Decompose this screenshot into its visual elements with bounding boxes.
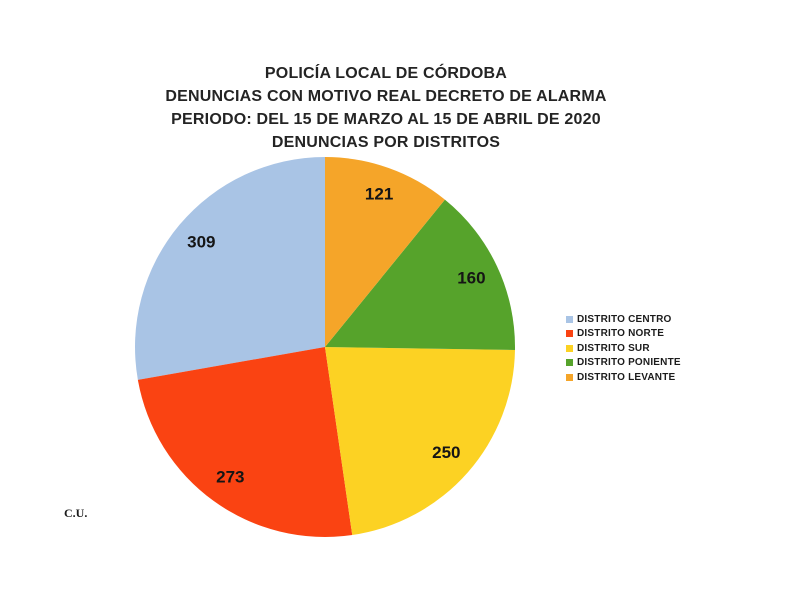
footer-note: C.U.: [64, 506, 88, 520]
legend-label: DISTRITO SUR: [577, 342, 650, 354]
legend-swatch-icon: [566, 373, 573, 381]
legend-swatch-icon: [566, 315, 573, 323]
chart-title-line-1: POLICÍA LOCAL DE CÓRDOBA: [264, 65, 508, 82]
pie-slice-3: [325, 347, 515, 536]
legend-item-4: DISTRITO PONIENTE: [566, 356, 681, 371]
legend-item-5: DISTRITO LEVANTE: [566, 370, 681, 385]
chart-title-line-4: DENUNCIAS POR DISTRITOS: [271, 134, 501, 151]
slice-value-label: 309: [187, 233, 215, 252]
legend-item-1: DISTRITO CENTRO: [566, 312, 681, 327]
legend-swatch-icon: [566, 330, 573, 338]
slice-value-label: 121: [365, 184, 393, 203]
legend-item-2: DISTRITO NORTE: [566, 327, 681, 342]
legend-label: DISTRITO NORTE: [577, 328, 665, 340]
chart-title-line-2: DENUNCIAS CON MOTIVO REAL DECRETO DE ALA…: [165, 88, 607, 105]
legend-swatch-icon: [566, 344, 573, 352]
slice-value-label: 250: [432, 443, 460, 462]
legend: DISTRITO CENTRO DISTRITO NORTE DISTRITO SU…: [566, 312, 681, 385]
legend-item-3: DISTRITO SUR: [566, 341, 681, 356]
pie-slice-4: [325, 199, 516, 350]
chart-title-line-3: PERIODO: DEL 15 DE MARZO AL 15 DE ABRIL …: [171, 111, 601, 128]
pie-slice-2: [137, 347, 353, 537]
legend-label: DISTRITO LEVANTE: [577, 371, 676, 383]
legend-label: DISTRITO CENTRO: [577, 313, 672, 325]
chart-title: POLICÍA LOCAL DE CÓRDOBA DENUNCIAS CON M…: [0, 62, 772, 154]
pie-slice-5: [325, 157, 445, 347]
legend-label: DISTRITO PONIENTE: [577, 357, 681, 369]
legend-swatch-icon: [566, 359, 573, 367]
slice-value-label: 160: [457, 268, 485, 287]
slice-value-label: 273: [216, 467, 244, 486]
pie-slice-1: [135, 157, 325, 380]
